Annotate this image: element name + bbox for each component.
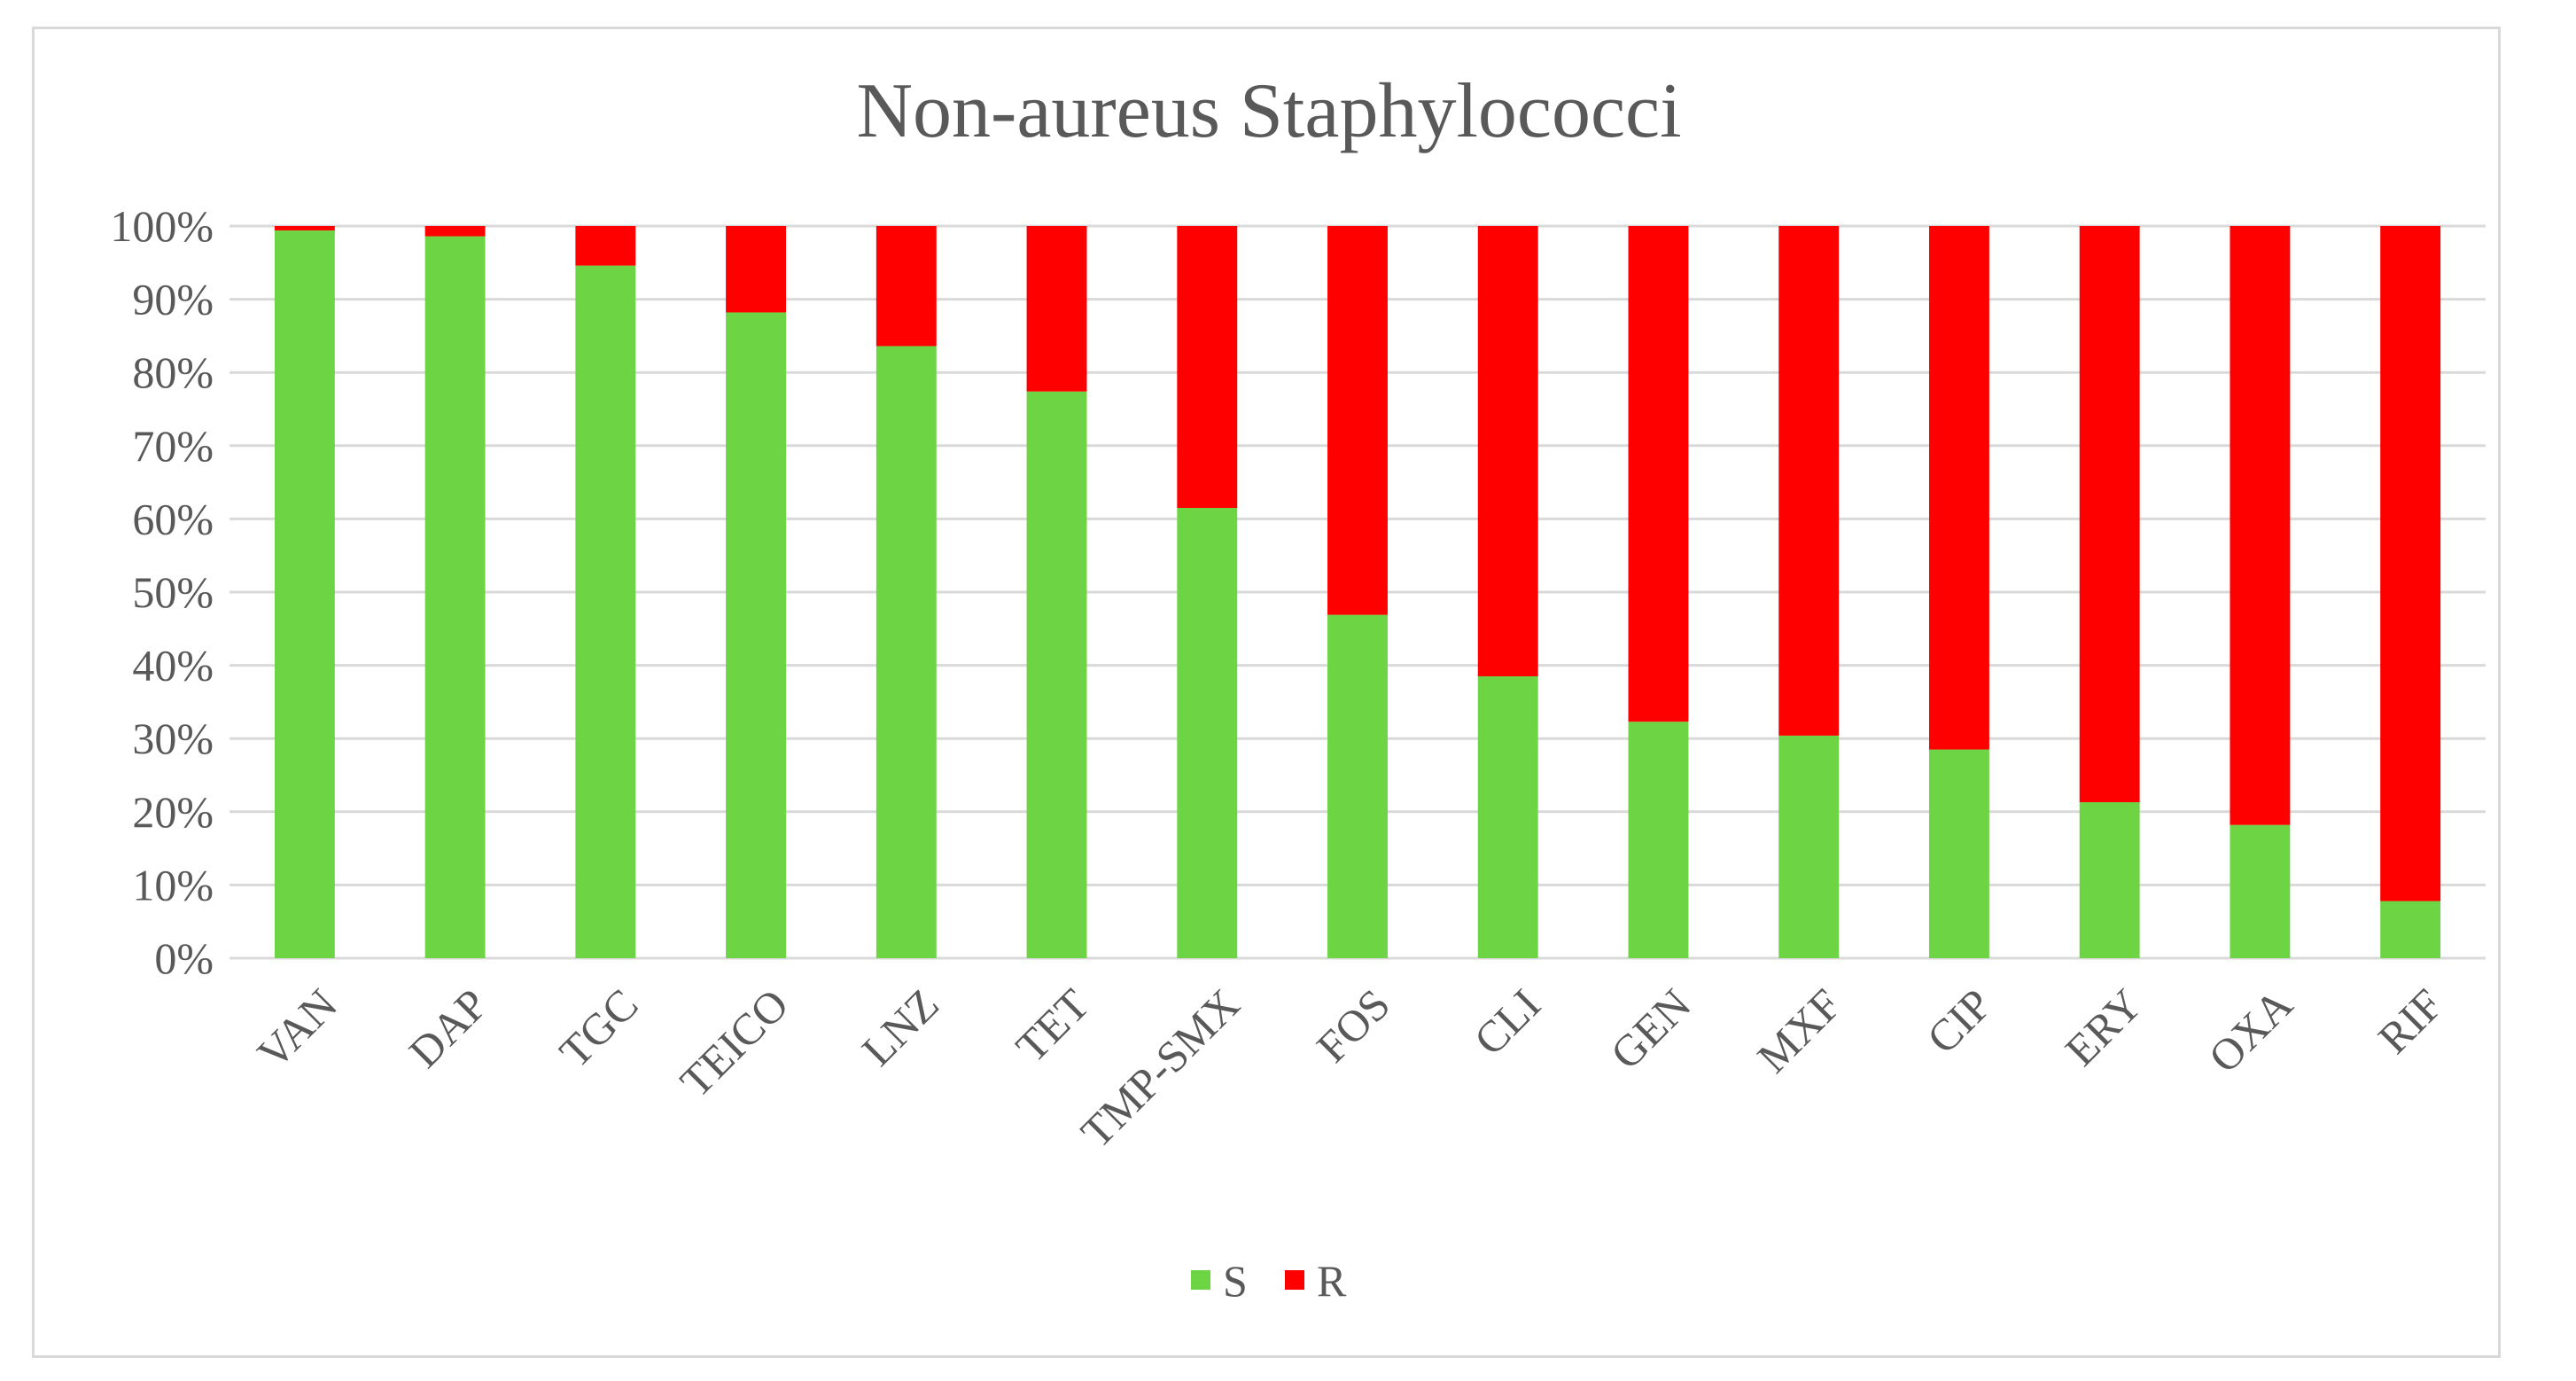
legend-swatch-s (1191, 1270, 1210, 1290)
legend-swatch-r (1285, 1270, 1304, 1290)
bar-lnz-s (876, 346, 937, 958)
bar-tet-s (1026, 391, 1087, 958)
bar-mxf-s (1778, 735, 1840, 958)
bar-van-r (274, 226, 335, 230)
bar-van-s (274, 230, 335, 958)
x-tick-label: CLI (1464, 979, 1550, 1065)
legend-label-r: R (1317, 1256, 1347, 1306)
bar-teico-r (726, 226, 787, 313)
bar-tgc-r (575, 226, 636, 266)
y-tick-label: 80% (132, 347, 214, 397)
x-tick-label: OXA (2199, 979, 2301, 1082)
x-tick-label: DAP (400, 979, 497, 1077)
bar-oxa-r (2230, 226, 2291, 825)
bar-ery-r (2079, 226, 2140, 803)
bar-cip-r (1928, 226, 1989, 750)
x-tick-label: TET (1006, 979, 1098, 1072)
y-tick-label: 20% (132, 787, 214, 837)
bar-gen-s (1628, 722, 1689, 958)
y-tick-label: 70% (132, 421, 214, 471)
x-tick-label: MXF (1747, 979, 1850, 1082)
y-tick-label: 90% (132, 275, 214, 324)
bar-fos-r (1327, 226, 1388, 615)
x-tick-label: CIP (1918, 979, 2002, 1064)
bar-cli-s (1477, 675, 1538, 958)
bar-lnz-r (876, 226, 937, 347)
bars (274, 226, 2441, 959)
x-tick-label: VAN (247, 979, 346, 1079)
y-tick-label: 10% (132, 860, 214, 909)
x-tick-label: TGC (549, 979, 647, 1077)
x-tick-label: GEN (1600, 979, 1700, 1079)
y-tick-label: 60% (132, 494, 214, 543)
chart-title: Non-aureus Staphylococci (856, 68, 1681, 154)
bar-mxf-r (1778, 226, 1840, 736)
y-axis-tick-labels: 0% 10% 20% 30% 40% 50% 60% 70% 80% 90% 100% (110, 201, 214, 983)
bar-tgc-s (575, 265, 636, 958)
chart-svg: Non-aureus Staphylococci 0% 10% 20% 30% 40% 5… (110, 68, 2486, 1306)
x-tick-label: TMP-SMX (1071, 979, 1249, 1158)
y-tick-label: 0% (154, 933, 214, 983)
x-tick-label: LNZ (852, 979, 948, 1075)
x-tick-label: RIF (2369, 979, 2453, 1064)
chart-frame: Non-aureus Staphylococci 0% 10% 20% 30% 40% 5… (32, 27, 2501, 1358)
x-tick-label: FOS (1307, 979, 1399, 1072)
bar-tmp-smx-r (1177, 226, 1238, 509)
bar-dap-r (424, 226, 486, 237)
bar-rif-r (2380, 226, 2441, 901)
bar-rif-s (2380, 901, 2441, 958)
bar-ery-s (2079, 802, 2140, 958)
x-tick-label: ERY (2056, 979, 2152, 1075)
x-tick-label: TEICO (671, 979, 798, 1107)
bar-teico-s (726, 312, 787, 958)
bar-oxa-s (2230, 824, 2291, 958)
bar-gen-r (1628, 226, 1689, 722)
bar-fos-s (1327, 614, 1388, 958)
y-tick-label: 40% (132, 641, 214, 690)
bar-cli-r (1477, 226, 1538, 676)
legend-label-s: S (1223, 1256, 1248, 1306)
bar-tmp-smx-s (1177, 508, 1238, 958)
bar-dap-s (424, 236, 486, 959)
y-tick-label: 50% (132, 567, 214, 617)
y-tick-label: 30% (132, 714, 214, 763)
bar-cip-s (1928, 749, 1989, 958)
y-tick-label: 100% (110, 201, 214, 251)
bar-tet-r (1026, 226, 1087, 392)
